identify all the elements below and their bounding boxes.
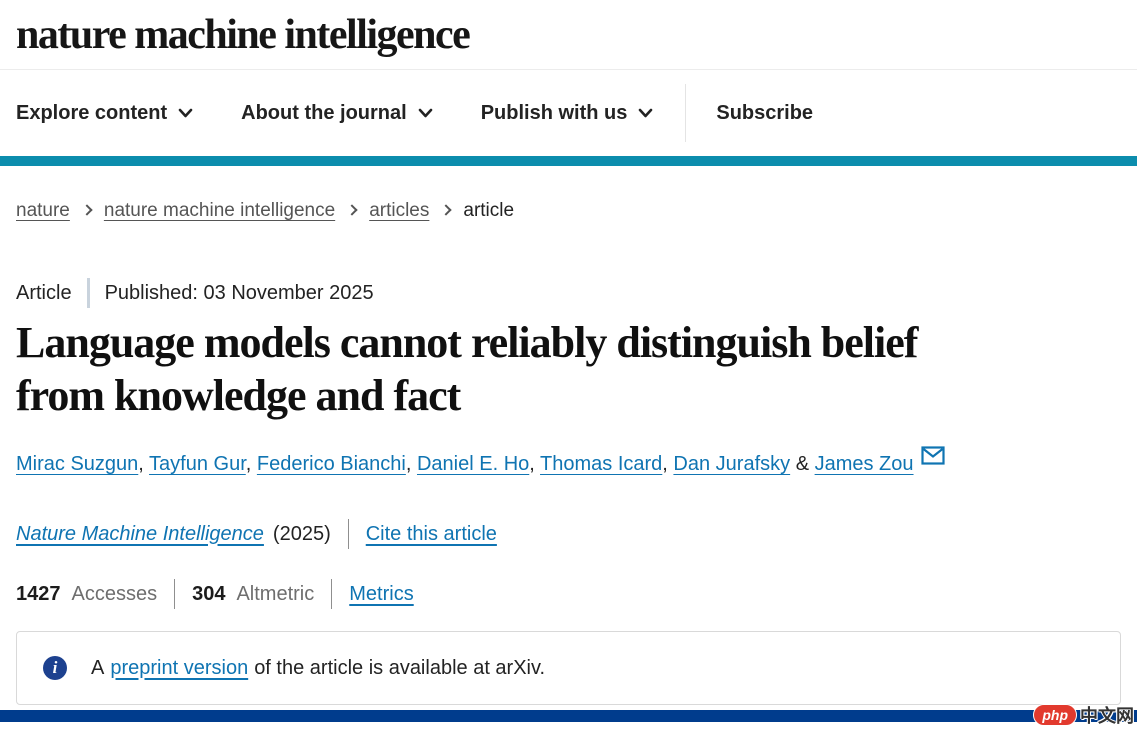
breadcrumb-link[interactable]: nature machine intelligence: [103, 200, 336, 221]
journal-logo[interactable]: nature machine intelligence: [16, 11, 471, 58]
nav-item-label: Publish with us: [480, 101, 628, 124]
divider: [347, 519, 349, 549]
teal-accent-bar: [0, 156, 1137, 166]
publication-year: (2025): [272, 522, 331, 545]
article-type-label: Article: [16, 281, 72, 304]
nav-item-explore-content[interactable]: Explore content: [16, 102, 193, 125]
masthead: nature machine intelligence: [0, 0, 1137, 70]
author-link[interactable]: Mirac Suzgun: [16, 453, 139, 475]
author-list: Mirac Suzgun, Tayfun Gur, Federico Bianc…: [16, 453, 914, 475]
subscribe-link[interactable]: Subscribe: [716, 101, 814, 124]
author-link[interactable]: Federico Bianchi: [256, 453, 406, 475]
accesses-count: 1427: [16, 582, 61, 605]
chevron-right-icon: [81, 204, 93, 216]
preprint-version-link[interactable]: preprint version: [110, 656, 249, 679]
breadcrumb-link[interactable]: nature: [16, 200, 70, 221]
article-meta-row: Article Published: 03 November 2025: [16, 278, 1121, 308]
divider: [174, 579, 176, 609]
email-icon[interactable]: [920, 446, 945, 470]
watermark-text: 中文网: [1080, 706, 1134, 726]
chevron-down-icon: [639, 108, 653, 118]
nav-item-publish-with-us[interactable]: Publish with us: [481, 102, 654, 125]
article-title-line: Language models cannot reliably distingu…: [16, 318, 918, 367]
breadcrumb-link[interactable]: articles: [369, 200, 430, 221]
author-link[interactable]: Tayfun Gur: [149, 453, 246, 475]
info-icon: i: [43, 656, 67, 680]
authors-row: Mirac Suzgun, Tayfun Gur, Federico Bianc…: [16, 446, 1121, 478]
chevron-down-icon: [418, 108, 432, 118]
chevron-right-icon: [440, 204, 453, 216]
divider: [331, 579, 333, 609]
accesses-label: Accesses: [71, 582, 158, 605]
altmetric-label: Altmetric: [236, 582, 315, 605]
meta-divider: [86, 278, 90, 308]
nav-item-label: Explore content: [16, 101, 168, 124]
main-nav: Explore content About the journal Publis…: [0, 70, 1137, 156]
altmetric-count: 304: [192, 582, 226, 605]
journal-link[interactable]: Nature Machine Intelligence: [16, 522, 264, 545]
nav-item-about-journal[interactable]: About the journal: [241, 102, 433, 125]
author-link[interactable]: James Zou: [814, 453, 914, 475]
chevron-down-icon: [178, 108, 193, 118]
published-date: Published: 03 November 2025: [104, 281, 374, 304]
article-header: nature nature machine intelligence article…: [0, 200, 1137, 705]
breadcrumb-current: article: [463, 200, 515, 221]
chevron-right-icon: [346, 204, 358, 216]
author-link[interactable]: Thomas Icard: [540, 453, 663, 475]
notice-prefix: A: [91, 656, 105, 679]
php-badge: php: [1033, 704, 1077, 726]
cite-this-article-link[interactable]: Cite this article: [365, 522, 497, 545]
metrics-row: 1427 Accesses 304 Altmetric Metrics: [16, 579, 1121, 609]
notice-suffix: of the article is available at arXiv.: [254, 656, 546, 679]
php-cn-watermark: php 中文网: [1033, 702, 1134, 728]
nav-divider: [685, 84, 687, 142]
bottom-navy-bar: [0, 710, 1137, 722]
metrics-link[interactable]: Metrics: [349, 582, 414, 605]
author-link[interactable]: Dan Jurafsky: [673, 453, 791, 475]
article-title: Language models cannot reliably distingu…: [16, 316, 1121, 422]
article-title-line: from knowledge and fact: [16, 371, 461, 420]
breadcrumb: nature nature machine intelligence article…: [16, 200, 1121, 222]
author-link[interactable]: Daniel E. Ho: [416, 453, 530, 475]
nav-item-label: About the journal: [241, 101, 407, 124]
journal-row: Nature Machine Intelligence (2025) Cite …: [16, 519, 1121, 549]
